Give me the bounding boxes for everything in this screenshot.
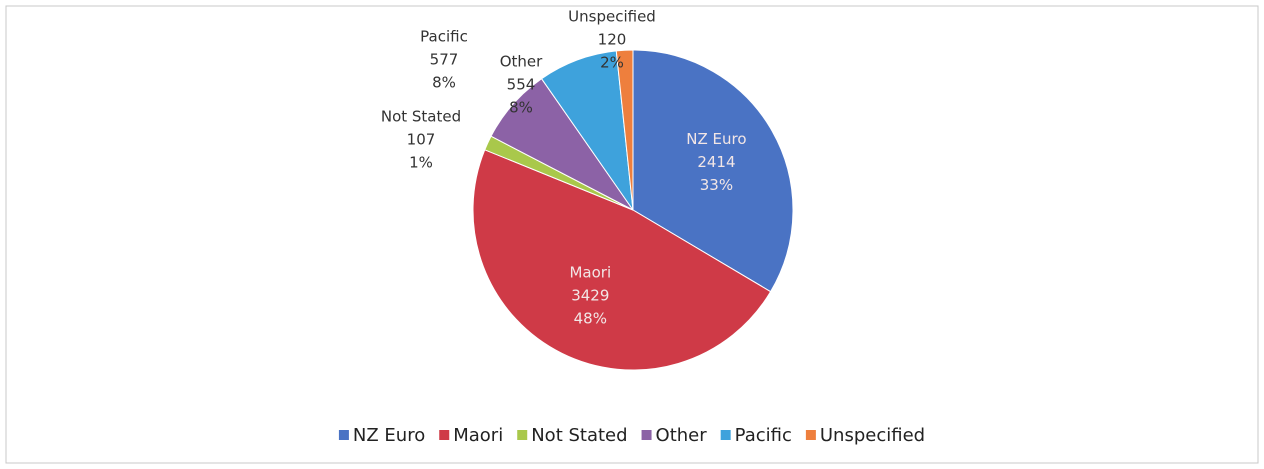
data-label: 8% [432,74,456,92]
data-label: 1% [409,154,433,172]
data-label: 554 [507,76,536,94]
legend-label: Maori [453,425,503,446]
legend-label: Other [656,425,708,446]
data-label: Pacific [420,28,468,46]
data-label: 48% [574,309,607,327]
legend-swatch [805,430,816,440]
legend-swatch [517,430,528,440]
legend-swatch [338,430,349,440]
data-label: 2414 [697,153,735,171]
data-labels: NZ Euro 2414 33% Maori 3429 48% Not Stated 107 1… [381,8,747,328]
data-label: 33% [700,176,733,194]
pie-slice [615,49,634,211]
data-label: Unspecified [568,8,656,26]
data-label: 3429 [571,286,609,304]
data-label: NZ Euro [686,130,746,148]
data-label: 107 [407,131,436,149]
data-label: 577 [430,51,459,69]
pie-slice [472,149,772,371]
data-label: Maori [569,263,611,281]
pie [472,49,794,371]
legend-swatch [439,430,450,440]
legend-label: NZ Euro [353,425,425,446]
legend-label: Not Stated [531,425,627,446]
pie-slice [632,49,794,293]
legend-swatch [720,430,731,440]
data-label: 120 [598,31,627,49]
data-label: Other [500,53,543,71]
data-label: 8% [509,99,533,117]
legend-swatch [641,430,652,440]
data-label: Not Stated [381,108,461,126]
legend: NZ Euro Maori Not Stated Other Pacific Unspec… [338,425,925,446]
legend-label: Unspecified [820,425,925,446]
legend-label: Pacific [735,425,792,446]
data-label: 2% [600,54,624,72]
